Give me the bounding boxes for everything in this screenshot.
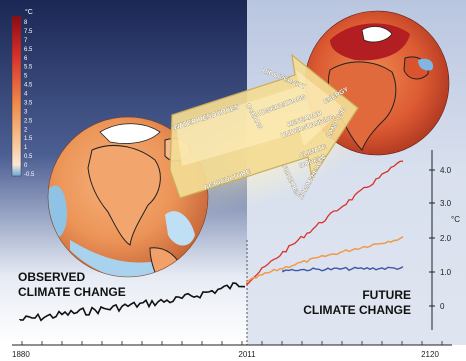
timeline-split-label: 2011 <box>238 350 256 359</box>
future-title-line2: CLIMATE CHANGE <box>303 303 411 317</box>
observed-title-line2: CLIMATE CHANGE <box>18 285 126 299</box>
colorbar-tick-label: 7 <box>24 38 28 44</box>
timeline-strip <box>0 345 466 361</box>
timeline-end-label: 2120 <box>421 350 439 359</box>
temperature-colorbar: °C 8 7.5 7 6.5 6 5.5 5 4.5 4 3.5 3 2.5 2 1.5 1 0.5 0 -0.5 <box>11 8 35 178</box>
colorbar-tick-label: 5 <box>24 74 28 80</box>
colorbar-tick-label: 3 <box>24 109 28 115</box>
right-axis-tick-label: 2.0 <box>440 234 452 243</box>
observed-temperature-line <box>19 282 246 322</box>
right-temperature-axis: °C 4.0 3.0 2.0 1.0 0 <box>429 150 460 330</box>
observed-ocean-anomaly-bottom <box>70 240 173 277</box>
right-axis-tick-label: 0 <box>440 302 445 311</box>
right-axis-tick-label: 1.0 <box>440 268 452 277</box>
colorbar-tick-label: 6 <box>24 56 28 62</box>
future-title-line1: FUTURE <box>362 288 411 302</box>
observed-globe-rim <box>47 116 209 278</box>
right-axis-unit: °C <box>451 215 460 224</box>
future-arctic-ice <box>361 26 393 43</box>
observed-globe <box>47 116 209 278</box>
colorbar-tick-label: 8 <box>24 20 28 26</box>
observed-ocean-anomaly-atlantic <box>165 211 195 246</box>
right-axis-tick-label: 4.0 <box>440 166 452 175</box>
timeline-axis: 1880 2011 2120 <box>12 341 452 359</box>
colorbar-unit: °C <box>25 8 33 16</box>
colorbar-gradient <box>11 15 22 177</box>
colorbar-tick-label: 3.5 <box>24 100 33 106</box>
colorbar-tick-label: 5.5 <box>24 65 33 71</box>
colorbar-tick-label: -0.5 <box>24 172 35 178</box>
colorbar-tick-label: 2 <box>24 127 28 133</box>
colorbar-tick-label: 7.5 <box>24 29 33 35</box>
future-mid-scenario-line <box>246 236 404 283</box>
colorbar-tick-label: 6.5 <box>24 47 33 53</box>
observed-title-line1: OBSERVED <box>18 270 85 284</box>
colorbar-tick-label: 2.5 <box>24 118 33 124</box>
colorbar-tick-label: 0 <box>24 163 28 169</box>
colorbar-tick-label: 1.5 <box>24 136 33 142</box>
observed-arctic-ice <box>99 123 161 144</box>
colorbar-tick-label: 4.5 <box>24 83 33 89</box>
future-high-scenario-line <box>246 160 404 287</box>
colorbar-tick-label: 1 <box>24 145 28 151</box>
colorbar-tick-label: 4 <box>24 92 28 98</box>
knowledge-arrow <box>169 53 359 199</box>
temperature-series <box>19 160 404 322</box>
colorbar-tick-label: 0.5 <box>24 154 33 160</box>
arrow-highlight <box>176 70 344 166</box>
observed-north-america <box>87 144 161 246</box>
right-axis-tick-label: 3.0 <box>440 199 452 208</box>
future-low-scenario-line <box>282 266 404 273</box>
timeline-start-label: 1880 <box>12 350 30 359</box>
future-cool-patch <box>418 58 434 71</box>
